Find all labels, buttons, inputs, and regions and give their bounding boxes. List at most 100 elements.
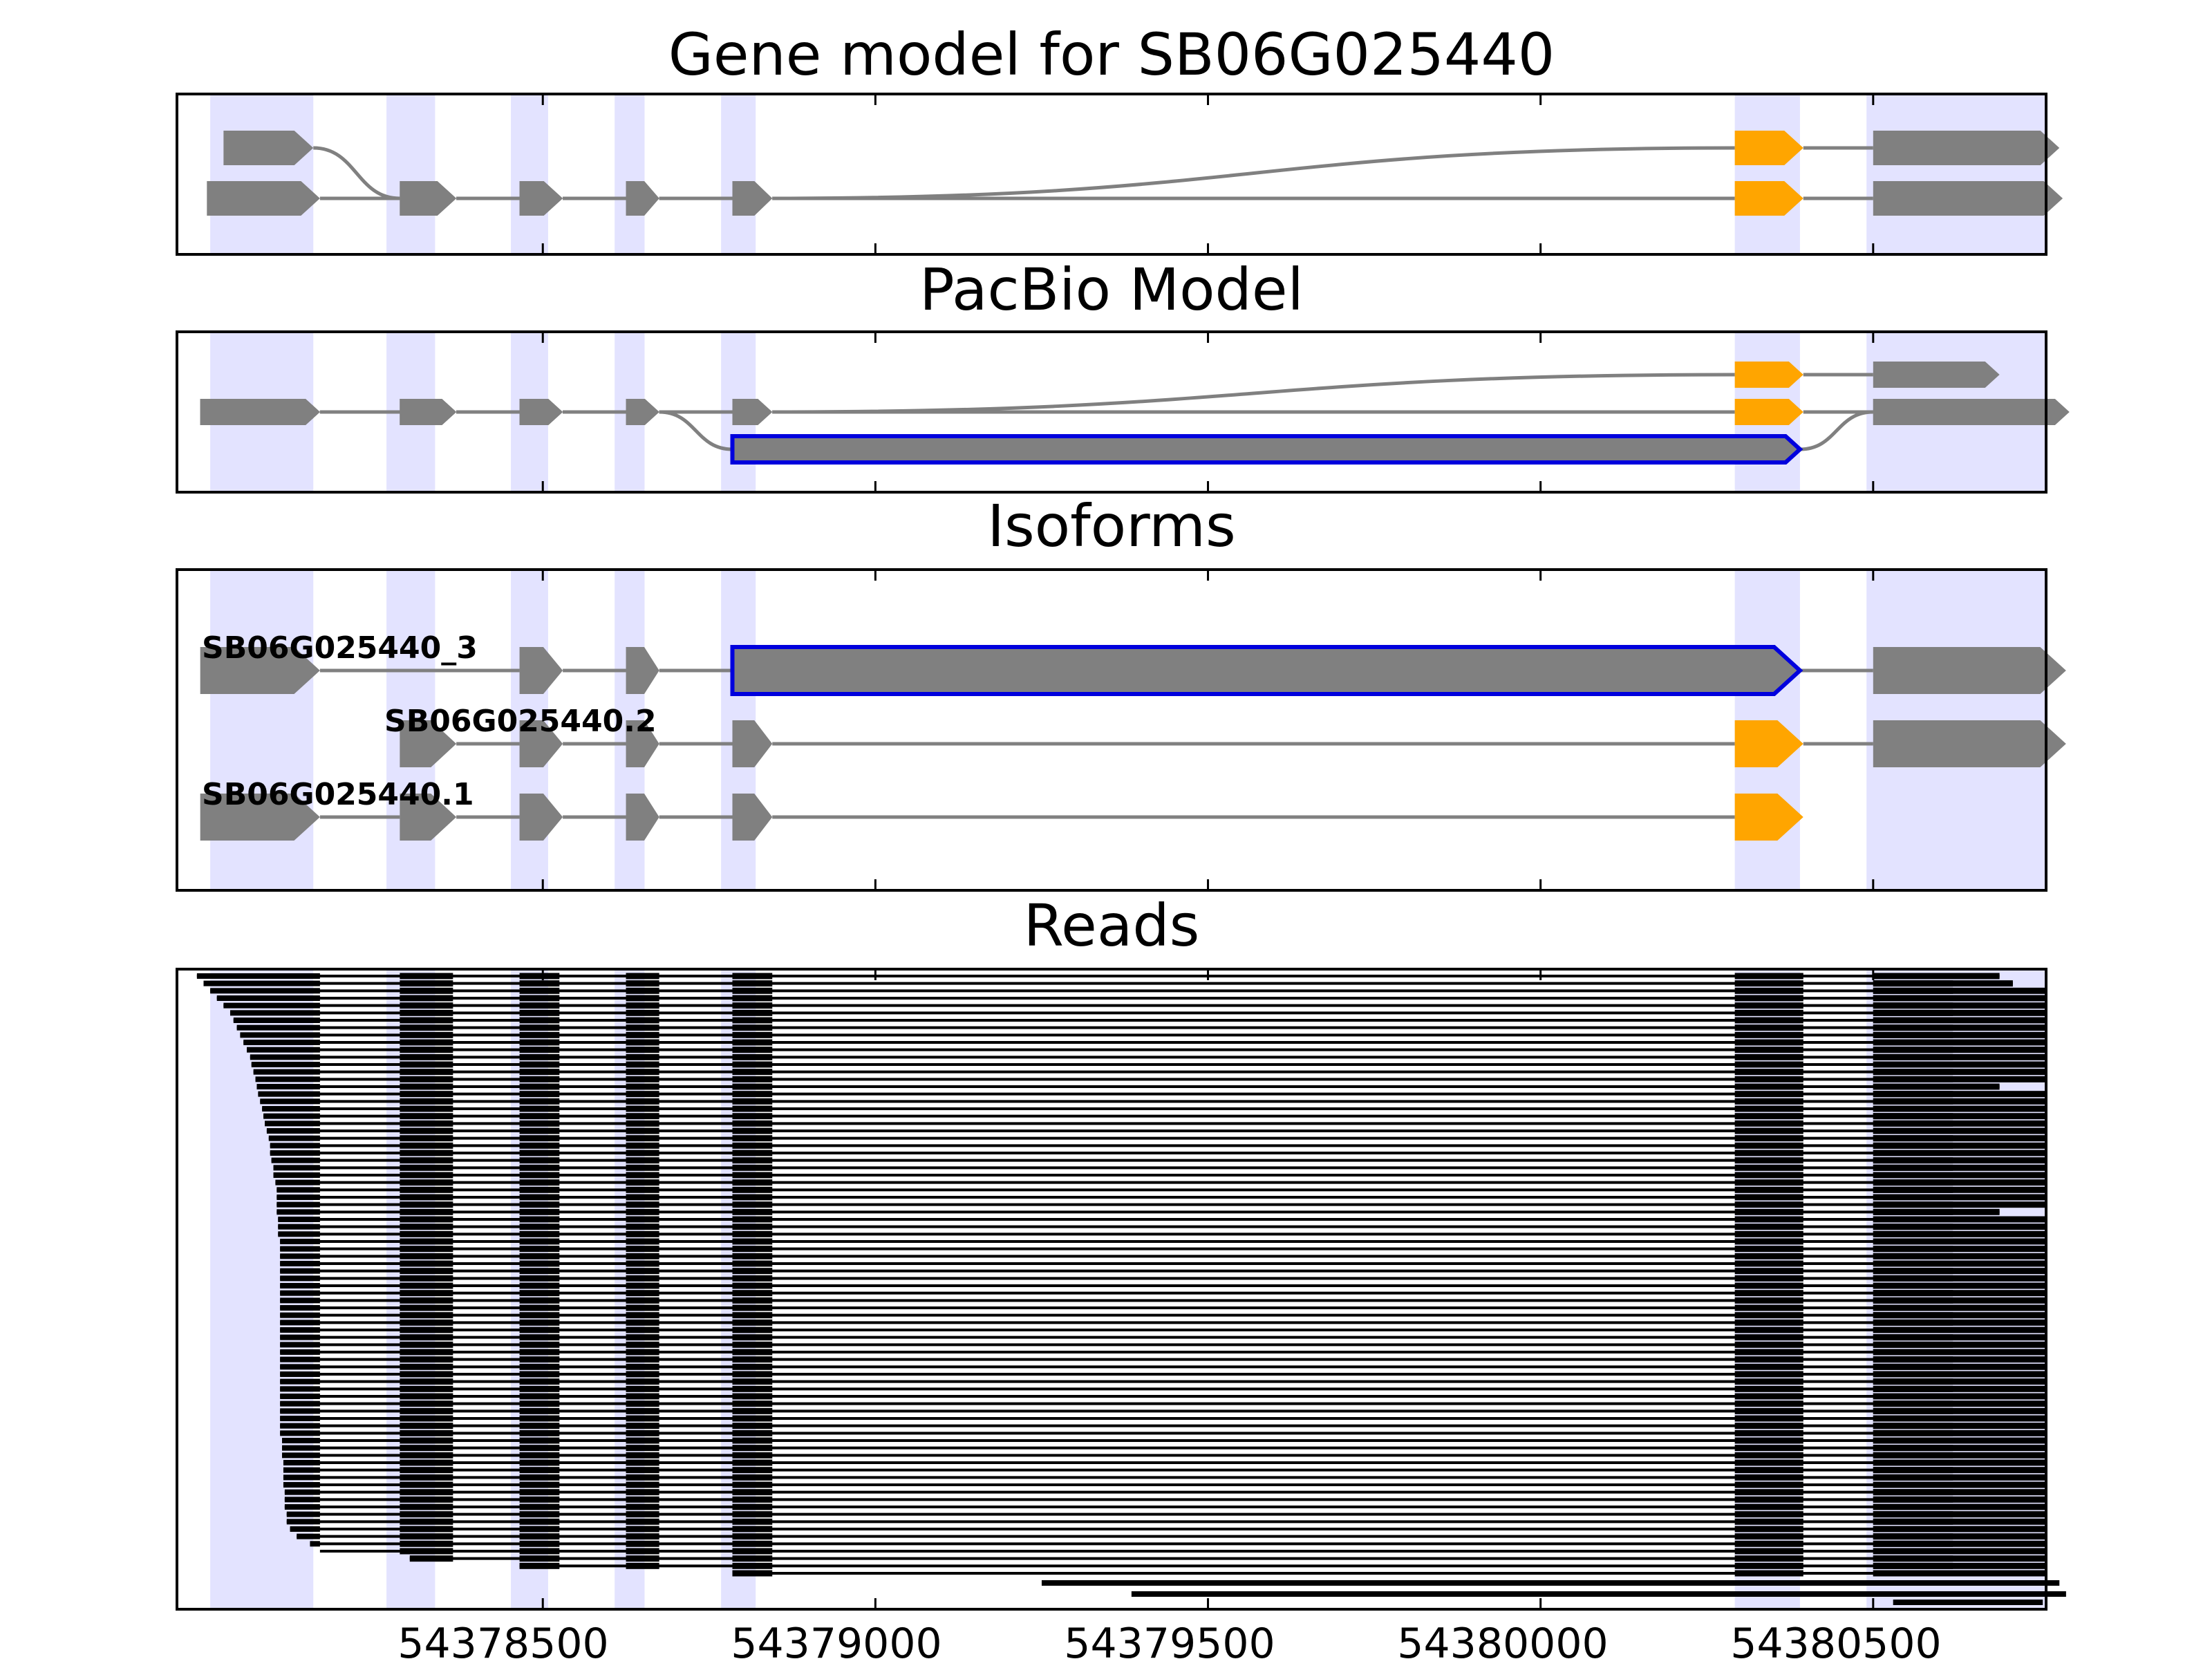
read-block [732,1105,773,1112]
read-block [1734,1327,1803,1333]
read-block [1873,1548,2046,1555]
read-block [400,1533,453,1540]
read-block [1873,1150,2046,1156]
x-tick-label-4: 54380000 [1397,1620,1608,1659]
read-block [400,1076,453,1082]
read-block [280,1371,320,1377]
read-block [626,1253,659,1259]
read-block [400,1142,453,1149]
read-block [519,1002,560,1009]
read-block [732,1304,773,1311]
read-block [276,1194,320,1200]
exon [1873,647,2066,694]
read-block [519,1113,560,1120]
read-block [732,1216,773,1223]
read-block [732,1349,773,1356]
read-block [626,1511,659,1518]
read-block [203,980,320,986]
read-block [1734,1393,1803,1400]
read-block [519,1260,560,1267]
read-block [262,1106,320,1112]
read-block [1873,1415,2046,1422]
read-block [519,1061,560,1068]
read-block [1873,1105,2046,1112]
read-block [626,1172,659,1179]
read-block [400,1452,453,1459]
read-block [280,1275,320,1282]
read-block [400,1230,453,1237]
read-block [400,1378,453,1385]
read-block [626,1526,659,1533]
read-block [400,1164,453,1171]
read-block [519,1135,560,1142]
read-block [400,1282,453,1289]
read-block [626,1423,659,1430]
highlight-region [1866,94,2046,254]
read-block [400,1224,453,1230]
exon [732,794,773,841]
read-block [1734,1105,1803,1112]
read-block [1873,1371,2046,1378]
cds-exon [1734,362,1803,388]
read-block [280,1378,320,1385]
read-block [400,1430,453,1436]
read-block [280,1283,320,1288]
read-block [626,1061,659,1068]
x-tick-label-3: 54379500 [1064,1620,1275,1659]
cds-exon [1734,131,1803,165]
read-block [732,1230,773,1237]
read-block [519,1297,560,1304]
read-block [732,1489,773,1496]
isoform-label-1: SB06G025440.1 [202,777,474,812]
read-block [1734,1253,1803,1259]
read-block [1873,1053,2046,1060]
read-block [400,1304,453,1311]
read-block [400,1201,453,1208]
read-block [519,1142,560,1149]
read-block [276,1201,320,1208]
read-block [400,1083,453,1090]
read-block [519,1208,560,1215]
read-block [519,1363,560,1370]
read-block [400,980,453,987]
read-block [1734,1282,1803,1289]
read-block [1873,1511,2046,1518]
isoform-label-3: SB06G025440_3 [202,630,478,666]
read-block [626,1002,659,1009]
read-block [1734,1467,1803,1474]
read-block [626,1518,659,1525]
read-block [400,1238,453,1245]
read-block [280,1356,320,1362]
read-block [266,1128,320,1134]
read-block [732,1017,773,1024]
read-block [732,1282,773,1289]
read-block [626,1047,659,1053]
read-block [1734,1496,1803,1503]
read-block [732,1053,773,1060]
read-block [1734,1135,1803,1142]
exon [1873,720,2066,767]
read-block [290,1526,320,1532]
read-block [400,1327,453,1333]
read-block [400,1253,453,1259]
x-tick-label-5: 54380500 [1730,1620,1941,1659]
read-block [519,1031,560,1038]
read-block [626,1179,659,1186]
read-block [732,1319,773,1326]
read-block [626,1031,659,1038]
read-block [247,1047,320,1053]
read-block [732,1039,773,1046]
read-block [732,1275,773,1282]
read-block [1734,1290,1803,1297]
read-block [1734,1208,1803,1215]
read-block [400,1216,453,1223]
read-block [519,1562,560,1569]
exon [519,181,563,216]
read-block [626,1430,659,1436]
read-block [1734,987,1803,994]
read-block [732,1378,773,1385]
read-block [280,1394,320,1399]
read-block [1734,1511,1803,1518]
read-block [280,1416,320,1421]
read-block [1873,1260,2046,1267]
